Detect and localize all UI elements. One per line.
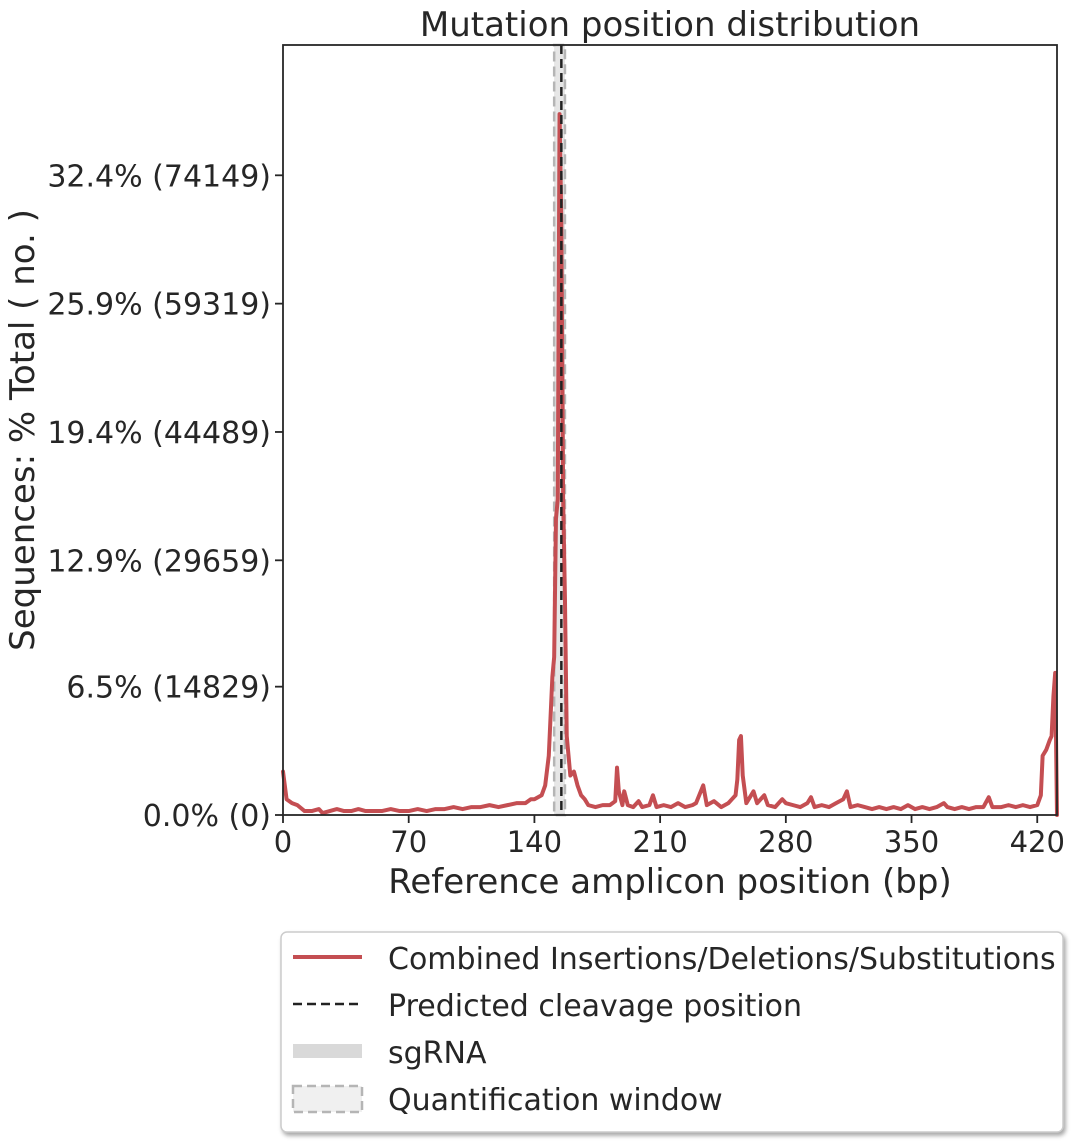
plot-area [281, 43, 1059, 817]
x-tick-label: 70 [390, 825, 427, 859]
x-tick-label: 280 [758, 825, 813, 859]
y-tick-label: 6.5% (14829) [66, 671, 271, 706]
y-tick-label: 25.9% (59319) [47, 288, 271, 323]
plot-frame [282, 44, 1058, 816]
y-axis-label: Sequences: % Total ( no. ) [3, 209, 43, 651]
y-tick-label: 0.0% (0) [143, 799, 271, 834]
series-line-combined [281, 112, 1059, 817]
x-tick-label: 140 [507, 825, 562, 859]
x-tick-label: 350 [884, 825, 939, 859]
legend-swatch-quant-window [291, 1084, 364, 1114]
x-tick-label: 0 [274, 825, 292, 859]
y-tick-label: 19.4% (44489) [47, 416, 271, 451]
y-tick-label: 12.9% (29659) [47, 544, 271, 579]
x-tick-label: 420 [1010, 825, 1065, 859]
legend-box [280, 931, 1064, 1133]
legend-swatch-sgrna [293, 1044, 362, 1058]
chart-title: Mutation position distribution [420, 5, 920, 45]
y-tick-label: 32.4% (74149) [47, 159, 271, 194]
legend-label-quant-window: Quantification window [388, 1083, 723, 1118]
legend-label-sgrna: sgRNA [388, 1036, 487, 1071]
y-axis: 0.0% (0) 6.5% (14829) 12.9% (29659) 19.4% (… [47, 159, 283, 834]
legend: Combined Insertions/Deletions/Substituti… [280, 931, 1064, 1133]
legend-label-cleavage: Predicted cleavage position [388, 989, 802, 1024]
x-tick-label: 210 [632, 825, 687, 859]
x-axis-label: Reference amplicon position (bp) [388, 862, 951, 902]
x-axis: 0 70 140 210 280 350 420 [274, 815, 1065, 859]
legend-label-combined: Combined Insertions/Deletions/Substituti… [388, 942, 1056, 977]
